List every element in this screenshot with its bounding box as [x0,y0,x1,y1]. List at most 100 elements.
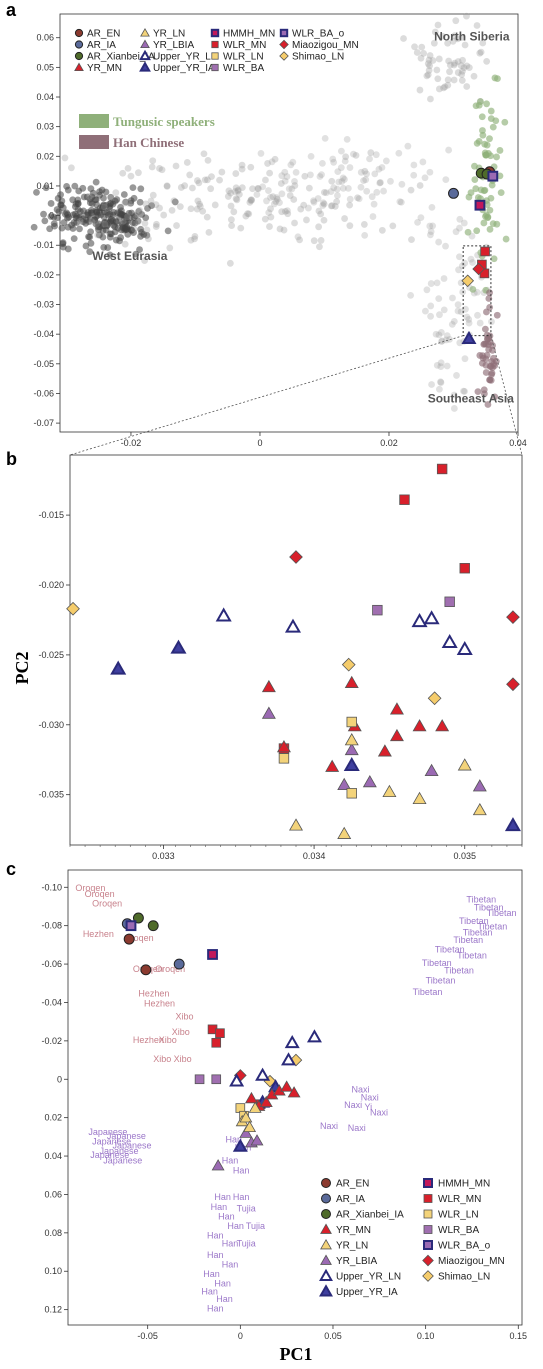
sample-point [328,202,336,210]
north-siberia-sample [454,69,462,76]
point-upper-yr-ln [284,1034,300,1049]
legend-marker-yr-mn [74,62,84,72]
west-eurasia-sample [33,189,40,196]
population-label: Xibo [174,1054,192,1064]
point-upper-yr-ln [411,613,428,628]
west-eurasia-sample [69,211,77,219]
sample-point [194,177,201,184]
north-siberia-sample [450,76,458,84]
panel-a-ytick-label: -0.07 [33,418,54,428]
population-label: Xibo [153,1054,171,1064]
sample-point [339,174,347,182]
north-siberia-sample [429,57,437,64]
population-label: Japanese [107,1131,146,1141]
sample-point [346,201,354,209]
southeast-asia-sample [423,286,431,294]
legend-marker-hmmh-mn [210,28,220,38]
sample-point [163,182,171,190]
point-wlr-ba [211,1074,222,1085]
panel-a-xtick-label: -0.02 [121,438,142,448]
legend-marker-yr-mn [320,1223,332,1234]
sample-point [367,149,375,157]
legend-marker-yr-lbia [320,1254,332,1265]
sample-point [205,228,213,236]
sample-point [246,198,254,206]
panel-b-xtick-label: 0.034 [303,851,326,861]
west-eurasia-sample [64,186,72,194]
population-label: Tibetan [474,902,504,912]
sample-point [226,259,234,267]
sample-point [291,182,299,189]
panel-c-ytick-label: -0.04 [41,997,62,1007]
southeast-asia-sample [456,224,463,232]
point-upper-yr-ln [456,640,473,656]
north-siberia-sample [446,61,454,69]
population-label: Xibo [159,1035,177,1045]
point-ar-ia [448,187,459,199]
sample-point [207,185,215,193]
southeast-asia-sample [427,302,435,310]
point-yr-ln [472,802,487,816]
sample-point [281,177,289,185]
sample-point [228,222,236,230]
population-label: Han [222,1238,239,1248]
sample-point [100,203,108,211]
sample-point [208,173,215,181]
sample-point [278,172,286,180]
sample-point [191,232,199,240]
west-eurasia-sample [106,251,114,259]
sample-point [238,165,246,173]
sample-point [376,179,384,186]
west-eurasia-sample [96,188,103,196]
sample-point [267,194,274,201]
legend-label: Upper_YR_IA [336,1287,398,1298]
west-eurasia-sample [70,235,78,243]
sample-point [310,198,318,206]
west-eurasia-sample [75,187,83,195]
tungusic-sample [471,176,479,183]
sample-point [244,210,251,218]
legend-label: WLR_MN [438,1194,481,1205]
sample-point [291,177,298,185]
sample-point [193,205,201,213]
legend-label: WLR_BA [223,63,264,74]
legend-label: Shimao_LN [438,1272,490,1283]
north-siberia-sample [477,48,485,56]
southeast-asia-sample [461,387,468,395]
sample-point [317,210,325,218]
sample-point [410,161,418,169]
sample-point [297,205,305,213]
sample-point [370,200,378,208]
sample-point [387,177,394,185]
legend-label: WLR_BA_o [292,29,345,40]
population-label: Naxi [361,1092,379,1102]
west-eurasia-sample [93,201,100,208]
point-yr-ln [412,791,427,804]
sample-point [187,236,195,244]
sample-point [255,185,262,193]
sample-point [361,167,369,175]
sample-point [199,207,207,215]
sample-point [382,157,390,165]
north-siberia-sample [434,21,442,29]
point-yr-mn [325,759,340,772]
sample-point [267,205,274,213]
sample-point [368,193,376,201]
sample-point [273,194,281,201]
sample-point [156,165,163,172]
north-siberia-sample [423,72,431,80]
point-upper-yr-ia [343,757,360,772]
sample-point [272,198,280,205]
north-siberia-sample [420,49,428,57]
panel-a-ytick-label: -0.04 [33,329,54,339]
legend-label: YR_LN [336,1241,368,1252]
group-legend-swatch [79,135,109,149]
population-label: Han [201,1286,218,1296]
legend-label: AR_EN [87,29,120,40]
region-label: Southeast Asia [428,391,515,405]
legend-label: Shimao_LN [292,52,344,63]
sample-point [378,164,386,171]
southeast-asia-sample [427,228,435,235]
sample-point [130,225,138,233]
population-label: Tujia [237,1204,256,1214]
